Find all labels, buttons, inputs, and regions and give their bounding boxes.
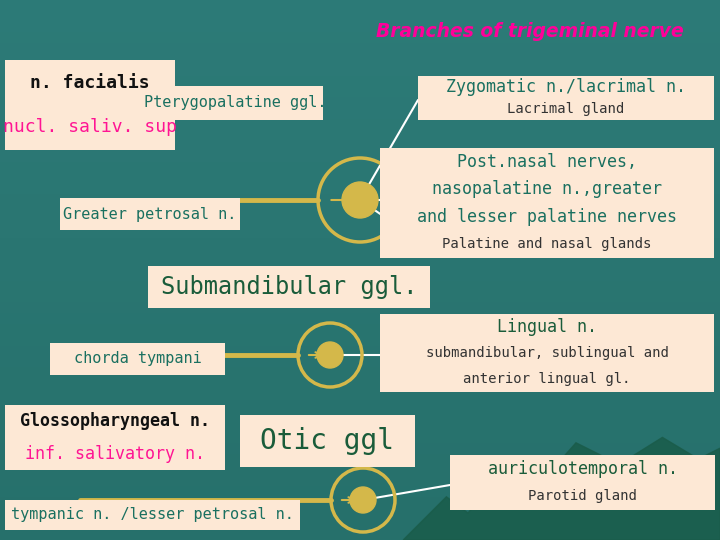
Text: Otic ggl: Otic ggl — [261, 427, 395, 455]
FancyBboxPatch shape — [240, 415, 415, 467]
Text: Lacrimal gland: Lacrimal gland — [508, 102, 625, 116]
Bar — [0, 443, 720, 454]
Bar — [0, 54, 720, 65]
Bar — [0, 356, 720, 367]
Bar — [0, 313, 720, 324]
FancyBboxPatch shape — [5, 500, 300, 530]
Bar — [0, 151, 720, 162]
FancyBboxPatch shape — [5, 405, 225, 470]
Text: submandibular, sublingual and: submandibular, sublingual and — [426, 346, 668, 360]
Bar — [0, 11, 720, 22]
Bar — [0, 378, 720, 389]
Bar — [0, 119, 720, 130]
Bar — [0, 518, 720, 529]
Bar — [0, 130, 720, 140]
Bar — [0, 410, 720, 421]
Text: Branches of trigeminal nerve: Branches of trigeminal nerve — [376, 22, 684, 41]
FancyBboxPatch shape — [418, 76, 714, 120]
Text: Palatine and nasal glands: Palatine and nasal glands — [442, 237, 652, 251]
FancyBboxPatch shape — [50, 343, 225, 375]
Bar — [0, 302, 720, 313]
FancyBboxPatch shape — [380, 148, 714, 258]
Bar — [0, 367, 720, 378]
FancyBboxPatch shape — [148, 266, 430, 308]
Bar — [0, 32, 720, 43]
Bar — [0, 108, 720, 119]
Bar — [0, 281, 720, 292]
FancyBboxPatch shape — [148, 86, 323, 120]
Bar — [0, 421, 720, 432]
Text: n. facialis: n. facialis — [30, 73, 150, 91]
Bar — [0, 248, 720, 259]
Bar — [0, 324, 720, 335]
Bar — [0, 43, 720, 54]
Text: Lingual n.: Lingual n. — [497, 318, 597, 336]
Text: inf. salivatory n.: inf. salivatory n. — [25, 445, 205, 463]
Bar — [0, 529, 720, 540]
Bar — [0, 22, 720, 32]
Circle shape — [342, 182, 378, 218]
Text: Greater petrosal n.: Greater petrosal n. — [63, 206, 237, 221]
Bar — [0, 76, 720, 86]
Bar — [0, 270, 720, 281]
FancyBboxPatch shape — [5, 60, 175, 150]
Bar — [0, 162, 720, 173]
Bar — [0, 0, 720, 11]
Bar — [0, 194, 720, 205]
Text: nasopalatine n.,greater: nasopalatine n.,greater — [432, 180, 662, 198]
Text: chorda tympani: chorda tympani — [73, 352, 202, 367]
Circle shape — [350, 487, 376, 513]
Bar — [0, 335, 720, 346]
Bar — [0, 475, 720, 486]
Bar — [0, 227, 720, 238]
Bar — [0, 65, 720, 76]
Circle shape — [317, 342, 343, 368]
Bar — [0, 238, 720, 248]
Bar — [0, 259, 720, 270]
Polygon shape — [403, 437, 720, 540]
Bar — [0, 216, 720, 227]
Bar — [0, 400, 720, 410]
Bar — [0, 389, 720, 400]
Bar — [0, 454, 720, 464]
Text: auriculotemporal n.: auriculotemporal n. — [487, 460, 678, 478]
Bar — [0, 205, 720, 216]
Bar — [0, 508, 720, 518]
Text: anterior lingual gl.: anterior lingual gl. — [463, 372, 631, 386]
Bar — [0, 173, 720, 184]
FancyBboxPatch shape — [450, 455, 715, 510]
Text: Glossopharyngeal n.: Glossopharyngeal n. — [20, 412, 210, 430]
Text: Zygomatic n./lacrimal n.: Zygomatic n./lacrimal n. — [446, 78, 686, 96]
Text: and lesser palatine nerves: and lesser palatine nerves — [417, 208, 677, 226]
Text: Parotid gland: Parotid gland — [528, 489, 637, 503]
Text: nucl. saliv. sup: nucl. saliv. sup — [3, 118, 177, 137]
Bar — [0, 140, 720, 151]
Bar — [0, 432, 720, 443]
Bar — [0, 346, 720, 356]
Text: tympanic n. /lesser petrosal n.: tympanic n. /lesser petrosal n. — [11, 508, 294, 523]
FancyBboxPatch shape — [60, 198, 240, 230]
Bar — [0, 292, 720, 302]
Text: Pterygopalatine ggl.: Pterygopalatine ggl. — [144, 96, 327, 111]
Bar — [0, 86, 720, 97]
Bar — [0, 486, 720, 497]
Bar — [0, 464, 720, 475]
Text: Post.nasal nerves,: Post.nasal nerves, — [457, 153, 637, 171]
Bar — [0, 184, 720, 194]
FancyBboxPatch shape — [380, 314, 714, 392]
Bar — [0, 497, 720, 508]
Text: Submandibular ggl.: Submandibular ggl. — [161, 275, 418, 299]
Bar — [0, 97, 720, 108]
